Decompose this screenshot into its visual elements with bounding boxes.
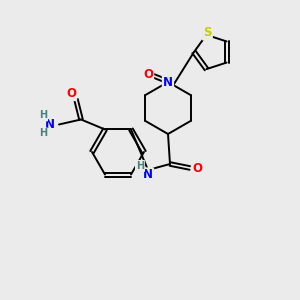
Text: N: N — [163, 76, 173, 88]
Text: N: N — [45, 118, 55, 131]
Text: O: O — [66, 87, 76, 100]
Text: H: H — [39, 110, 47, 121]
Text: S: S — [203, 26, 212, 39]
Text: O: O — [192, 161, 202, 175]
Text: H: H — [39, 128, 47, 139]
Text: H: H — [136, 161, 144, 171]
Text: N: N — [143, 169, 153, 182]
Text: O: O — [143, 68, 153, 82]
